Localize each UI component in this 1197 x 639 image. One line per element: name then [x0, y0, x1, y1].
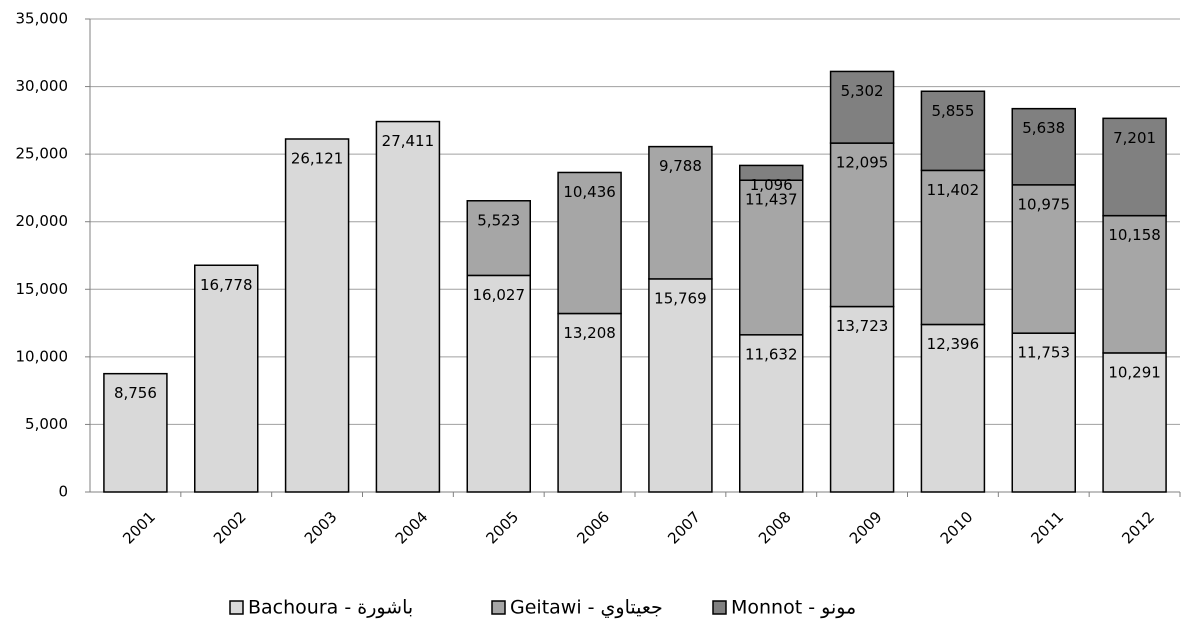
data-label: 12,396 — [927, 335, 980, 353]
data-label: 11,753 — [1018, 344, 1071, 362]
data-label: 11,437 — [745, 191, 798, 209]
y-tick-label: 35,000 — [16, 10, 69, 28]
y-tick-label: 25,000 — [16, 145, 69, 163]
legend-swatch — [712, 600, 727, 615]
x-tick-label: 2006 — [573, 508, 613, 548]
data-label: 5,855 — [931, 102, 974, 120]
legend-swatch — [491, 600, 506, 615]
data-label: 11,402 — [927, 181, 980, 199]
x-tick-label: 2003 — [301, 508, 341, 548]
bar-segment — [466, 200, 531, 277]
data-label: 8,756 — [114, 384, 157, 402]
data-label: 16,778 — [200, 276, 253, 294]
bar-segment — [194, 264, 259, 493]
bar-segment — [466, 274, 531, 493]
bar-segment — [1011, 184, 1076, 334]
bar-segment — [557, 171, 622, 315]
bar-segment — [739, 179, 804, 336]
x-tick-label: 2008 — [755, 508, 795, 548]
bar-segment — [1102, 117, 1167, 217]
bar-segment — [829, 70, 895, 144]
bar-segment — [284, 138, 350, 493]
bar-segment — [739, 164, 804, 181]
data-label: 1,096 — [750, 176, 793, 194]
data-label: 5,302 — [841, 82, 884, 100]
legend-label: Bachoura - باشورة — [248, 597, 413, 619]
bar-segment — [920, 323, 986, 493]
bar-segment — [557, 312, 622, 493]
y-tick-label: 0 — [58, 483, 68, 501]
data-label: 5,523 — [477, 211, 520, 229]
x-tick-label: 2009 — [846, 508, 886, 548]
y-tick-label: 5,000 — [25, 415, 68, 433]
data-label: 10,291 — [1108, 363, 1161, 381]
x-tick-label: 2012 — [1118, 508, 1158, 548]
data-label: 13,208 — [563, 324, 616, 342]
bar-segment — [920, 169, 986, 326]
y-tick-label: 20,000 — [16, 212, 69, 230]
y-tick-label: 30,000 — [16, 77, 69, 95]
bar-segment — [1011, 332, 1076, 493]
data-label: 9,788 — [659, 157, 702, 175]
x-tick-label: 2005 — [483, 508, 523, 548]
bar-segment — [1011, 107, 1076, 186]
data-label: 10,158 — [1108, 226, 1161, 244]
y-tick-label: 10,000 — [16, 347, 69, 365]
x-tick-label: 2007 — [664, 508, 704, 548]
data-label: 16,027 — [473, 286, 526, 304]
data-label: 13,723 — [836, 317, 889, 335]
bar-segment — [920, 90, 986, 172]
bar-segment — [648, 278, 713, 493]
x-tick-label: 2001 — [119, 508, 159, 548]
x-tick-label: 2002 — [210, 508, 250, 548]
data-label: 7,201 — [1113, 129, 1156, 147]
bar-segment — [375, 120, 441, 493]
data-label: 12,095 — [836, 154, 889, 172]
bar-segment — [1102, 214, 1167, 354]
bar-segment — [103, 372, 168, 493]
data-label: 11,632 — [745, 345, 798, 363]
bar-segment — [648, 145, 713, 280]
legend-label: Geitawi - جعيتاوي — [510, 597, 663, 619]
x-tick-label: 2004 — [392, 508, 432, 548]
data-label: 10,436 — [563, 183, 616, 201]
x-tick-label: 2010 — [937, 508, 977, 548]
bar-segment — [1102, 352, 1167, 493]
y-tick-label: 15,000 — [16, 280, 69, 298]
data-label: 5,638 — [1022, 119, 1065, 137]
data-label: 26,121 — [291, 149, 344, 167]
legend-label: Monnot - مونو — [731, 597, 856, 619]
legend-swatch — [229, 600, 244, 615]
data-label: 15,769 — [654, 289, 707, 307]
x-tick-label: 2011 — [1028, 508, 1068, 548]
bar-segment — [829, 142, 895, 308]
data-label: 27,411 — [382, 132, 435, 150]
data-label: 10,975 — [1018, 195, 1071, 213]
